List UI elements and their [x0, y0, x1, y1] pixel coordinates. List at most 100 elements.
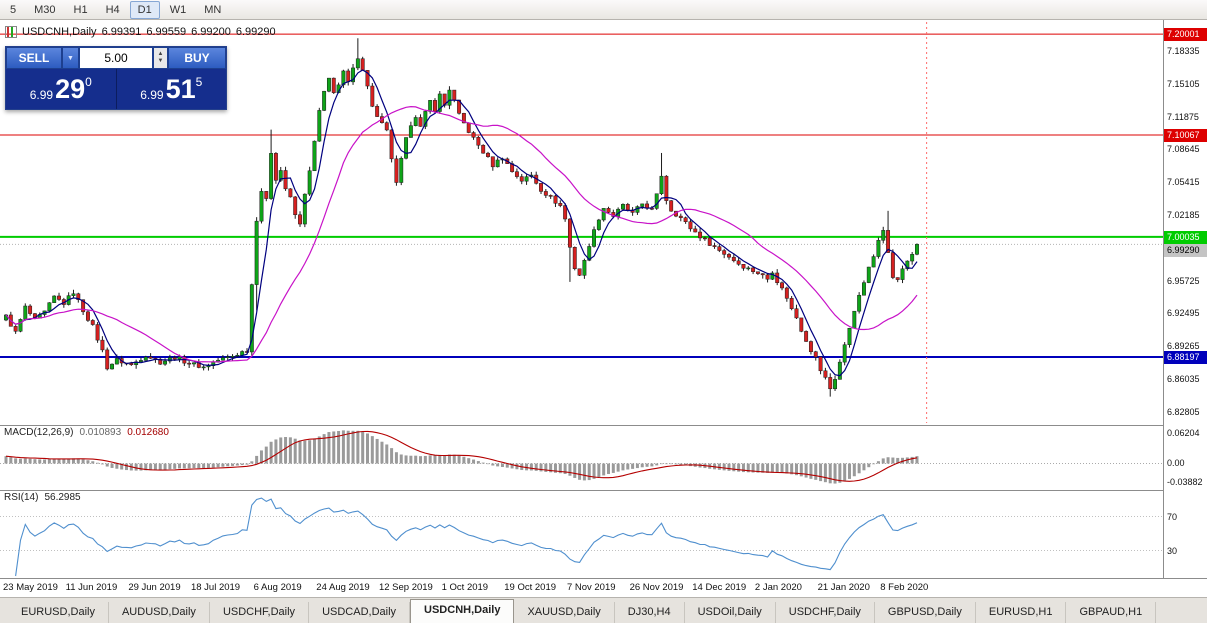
candle-body	[437, 93, 442, 112]
price-chart[interactable]	[0, 20, 1163, 425]
chevron-down-icon: ▼	[67, 54, 74, 62]
macd-bar	[674, 463, 678, 465]
macd-bar	[592, 463, 596, 479]
timeframe-m30[interactable]: M30	[34, 3, 56, 16]
level-price-label[interactable]: 7.00035	[1164, 230, 1207, 244]
bid-price-label[interactable]: 6.99290	[1164, 243, 1207, 257]
level-price-label[interactable]: 7.10067	[1164, 129, 1207, 143]
macd-bar	[327, 432, 331, 464]
price-tick-label: 6.89265	[1167, 341, 1200, 352]
low-value: 6.99200	[191, 26, 231, 38]
macd-bar	[62, 458, 66, 464]
macd-bar	[356, 430, 360, 464]
timeframe-h1[interactable]: H1	[73, 3, 88, 16]
macd-pane[interactable]	[0, 425, 1163, 490]
spinner-down-icon[interactable]: ▼	[157, 58, 164, 64]
buy-price[interactable]: 6.99 51 5	[117, 69, 227, 109]
rsi-axis-label: 30	[1167, 545, 1178, 556]
tab-usdoil-daily[interactable]: USDOil,Daily	[685, 602, 776, 623]
macd-bar	[206, 463, 210, 468]
timeframe-d1[interactable]: D1	[129, 0, 160, 19]
candle-body	[187, 362, 192, 365]
buy-button[interactable]: BUY	[168, 47, 226, 69]
candle-body	[852, 310, 857, 329]
level-price-label[interactable]: 6.88197	[1164, 351, 1207, 365]
macd-bar	[57, 458, 61, 464]
macd-bar	[308, 440, 312, 464]
macd-bar	[809, 463, 813, 479]
tab-eurusd-h1[interactable]: EURUSD,H1	[976, 602, 1067, 623]
timeframe-5[interactable]: 5	[10, 3, 17, 16]
volume-dropdown-button[interactable]: ▼	[62, 47, 79, 69]
candle-body	[273, 153, 278, 181]
tab-gbpaud-h1[interactable]: GBPAUD,H1	[1066, 602, 1157, 623]
rsi-pane[interactable]	[0, 490, 1163, 578]
timeframe-h4[interactable]: H4	[105, 3, 120, 16]
candle-body	[447, 89, 452, 106]
macd-bar	[727, 463, 731, 471]
candle-body	[259, 191, 264, 222]
macd-bar	[81, 459, 85, 464]
macd-bar	[288, 437, 292, 464]
tab-eurusd-daily[interactable]: EURUSD,Daily	[8, 602, 109, 623]
volume-input[interactable]: 5.00	[79, 47, 153, 69]
candle-body	[331, 77, 336, 93]
rsi-value: 56.2985	[44, 492, 81, 503]
macd-bar	[476, 461, 480, 464]
buy-price-big: 51	[165, 74, 196, 104]
candle-body	[52, 295, 57, 303]
tab-usdchf-daily[interactable]: USDCHF,Daily	[210, 602, 310, 623]
candle-body	[375, 106, 380, 117]
candle-body	[346, 70, 351, 83]
timeframe-mn[interactable]: MN	[204, 3, 222, 16]
tab-audusd-daily[interactable]: AUDUSD,Daily	[109, 602, 210, 623]
rsi-axis-label: 70	[1167, 511, 1178, 522]
candle-body	[76, 293, 81, 300]
rsi-indicator-label: RSI(14) 56.2985	[4, 492, 81, 503]
candle-body	[524, 176, 529, 182]
level-price-label[interactable]: 7.20001	[1164, 28, 1207, 42]
trade-panel-prices: 6.99 29 0 6.99 51 5	[6, 69, 226, 109]
macd-bar	[510, 463, 514, 469]
macd-bar	[544, 463, 548, 472]
sell-button[interactable]: SELL	[6, 47, 62, 69]
macd-bar	[115, 463, 119, 469]
candle-body	[553, 195, 558, 204]
rsi-line	[15, 497, 918, 577]
macd-bar	[848, 463, 851, 479]
macd-bar	[621, 463, 625, 471]
macd-bar	[298, 440, 302, 464]
tab-usdcad-daily[interactable]: USDCAD,Daily	[309, 602, 411, 623]
macd-bar	[240, 463, 244, 466]
sell-price[interactable]: 6.99 29 0	[6, 69, 117, 109]
macd-bar	[582, 463, 586, 481]
macd-bar	[173, 463, 177, 469]
price-tick-label: 6.95725	[1167, 275, 1200, 286]
spinner-up-icon[interactable]: ▲	[157, 51, 164, 57]
candle-body	[418, 117, 423, 127]
tab-xauusd-daily[interactable]: XAUUSD,Daily	[514, 602, 615, 623]
candle-body	[698, 231, 703, 239]
tab-dj30-h4[interactable]: DJ30,H4	[615, 602, 685, 623]
tab-usdchf-daily[interactable]: USDCHF,Daily	[776, 602, 875, 623]
candle-body	[341, 70, 346, 86]
candle-body	[886, 230, 891, 253]
time-axis[interactable]: 23 May 2019 11 Jun 2019 29 Jun 2019 18 Jul …	[0, 578, 1207, 597]
macd-bar	[337, 430, 341, 464]
macd-bar	[645, 463, 649, 467]
macd-bar	[86, 460, 90, 464]
chart-tabs: EURUSD,Daily AUDUSD,Daily USDCHF,Daily USDC…	[0, 597, 1207, 623]
candle-body	[818, 356, 823, 372]
macd-bar	[819, 463, 823, 482]
macd-bar	[178, 463, 182, 469]
tab-usdcnh-daily[interactable]: USDCNH,Daily	[410, 599, 515, 623]
macd-bar	[322, 434, 326, 464]
price-axis[interactable]: 7.18335 7.15105 7.11875 7.08645 7.05415 7.021…	[1164, 20, 1207, 578]
volume-stepper[interactable]: ▲ ▼	[153, 47, 168, 69]
macd-bar	[794, 463, 798, 476]
timeframe-w1[interactable]: W1	[169, 3, 187, 16]
tab-gbpusd-daily[interactable]: GBPUSD,Daily	[875, 602, 976, 623]
macd-bar	[9, 457, 13, 464]
candle-body	[423, 111, 428, 127]
date-label: 12 Sep 2019	[378, 582, 433, 593]
